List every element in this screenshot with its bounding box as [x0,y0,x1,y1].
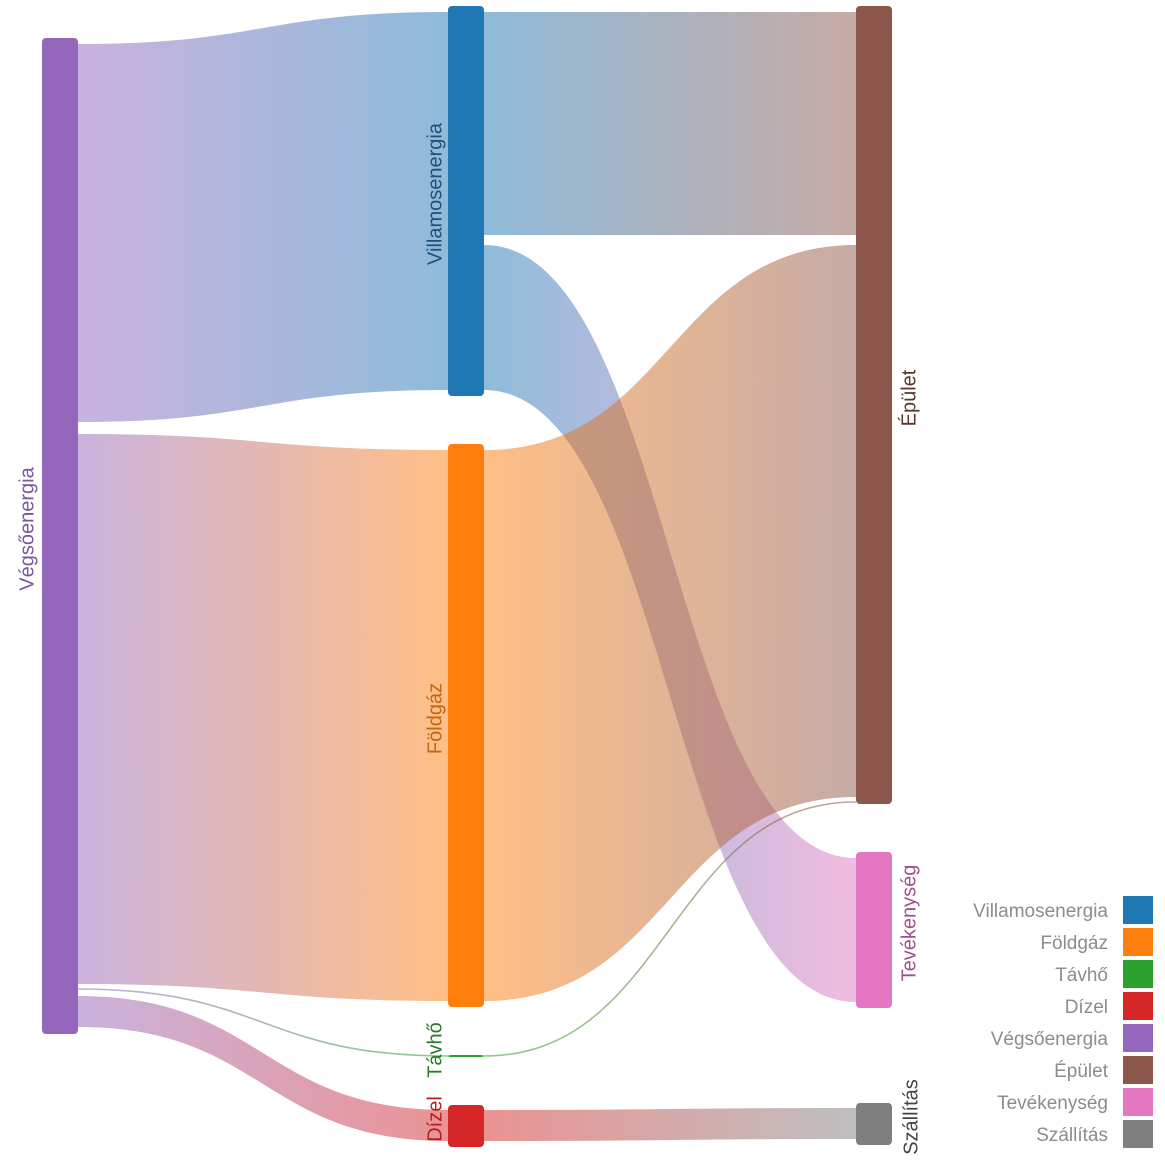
legend-swatch [1123,1056,1153,1084]
legend-item: Épület [1054,1056,1153,1084]
legend-swatch [1123,1120,1153,1148]
legend-label: Távhő [1055,965,1108,986]
legend-swatch [1123,992,1153,1020]
link-villamos-epulet [484,12,856,235]
node-label-tevekenyseg: Tevékenység [898,865,920,982]
node-epulet [856,6,892,804]
legend-item: Végsőenergia [991,1024,1153,1052]
legend-label: Épület [1054,1061,1109,1082]
legend-item: Földgáz [1040,928,1153,956]
legend-item: Dízel [1065,992,1153,1020]
legend-label: Földgáz [1040,933,1108,954]
node-tavho [448,1055,484,1057]
legend-swatch [1123,1024,1153,1052]
link-vegso-villamos [78,12,448,422]
sankey-nodes [42,6,892,1147]
node-tevekenyseg [856,852,892,1008]
legend-item: Távhő [1055,960,1153,988]
node-label-dizel: Dízel [424,1096,446,1142]
sankey-links [77,12,857,1141]
node-foldgaz [448,444,484,1007]
node-villamos [448,6,484,396]
legend-item: Szállítás [1036,1120,1153,1148]
node-label-szallitas: Szállítás [900,1079,922,1155]
link-dizel-szallitas [484,1108,856,1141]
node-label-vegso: Végsőenergia [16,466,38,590]
sankey-node-labels: Villamosenergia Földgáz Távhő Dízel Végsőene… [16,122,922,1155]
node-label-epulet: Épület [897,369,920,426]
legend-swatch [1123,960,1153,988]
legend-swatch [1123,896,1153,924]
legend-item: Tevékenység [997,1088,1153,1116]
legend-item: Villamosenergia [973,896,1153,924]
link-vegso-dizel [78,996,448,1141]
link-vegso-foldgaz [78,434,448,1001]
node-dizel [448,1105,484,1147]
legend-swatch [1123,928,1153,956]
legend-label: Tevékenység [997,1093,1108,1114]
legend: Villamosenergia Földgáz Távhő Dízel Végsőene… [973,896,1153,1148]
link-tavho-epulet [483,801,857,1057]
legend-swatch [1123,1088,1153,1116]
link-vegso-tavho [77,988,449,1057]
node-szallitas [856,1103,892,1145]
node-vegso [42,38,78,1034]
legend-label: Végsőenergia [991,1029,1109,1050]
node-label-tavho: Távhő [424,1022,446,1078]
node-label-foldgaz: Földgáz [424,683,446,754]
legend-label: Szállítás [1036,1125,1108,1146]
legend-label: Villamosenergia [973,901,1108,922]
legend-label: Dízel [1065,997,1108,1018]
link-foldgaz-epulet [484,245,856,1001]
node-label-villamos: Villamosenergia [424,122,446,265]
